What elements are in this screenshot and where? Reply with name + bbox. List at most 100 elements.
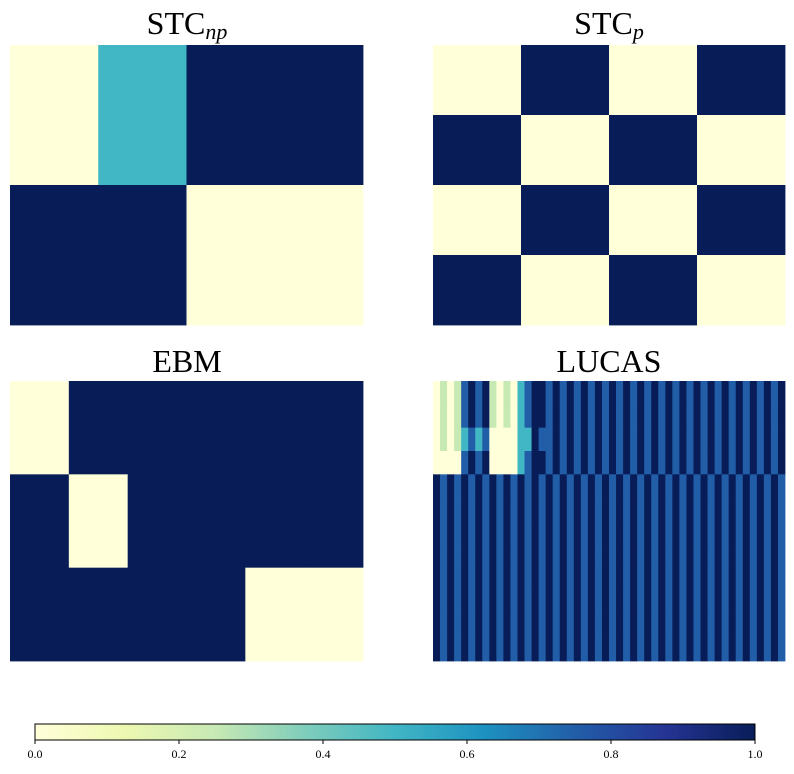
heatmap-cell: [454, 591, 462, 615]
heatmap-cell: [440, 451, 448, 475]
heatmap-cell: [637, 521, 645, 545]
heatmap-cell: [559, 451, 568, 475]
heatmap-cell: [609, 45, 698, 116]
heatmap-cell: [510, 637, 518, 662]
heatmap-cell: [552, 427, 561, 452]
heatmap-cell: [700, 521, 708, 545]
heatmap-cell: [728, 544, 737, 569]
heatmap-cell: [68, 474, 129, 569]
heatmap-cell: [735, 451, 744, 475]
heatmap-cell: [482, 544, 490, 569]
heatmap-cell: [545, 544, 554, 569]
heatmap-cell: [777, 404, 786, 429]
heatmap-cell: [728, 451, 737, 475]
heatmap-cell: [770, 381, 779, 405]
heatmap-cell: [735, 637, 744, 662]
heatmap-cell: [517, 521, 525, 545]
lucas-heatmap: [433, 381, 786, 662]
heatmap-cell: [566, 474, 575, 499]
heatmap-cell: [630, 544, 638, 569]
heatmap-cell: [573, 451, 582, 475]
heatmap-cell: [714, 614, 723, 639]
heatmap-cell: [538, 381, 547, 405]
heatmap-cell: [601, 637, 610, 662]
heatmap-cell: [630, 427, 638, 452]
heatmap-cell: [651, 381, 659, 405]
heatmap-cell: [623, 497, 631, 522]
heatmap-cell: [475, 427, 483, 452]
heatmap-cell: [651, 614, 659, 639]
heatmap-cell: [489, 591, 497, 615]
heatmap-cell: [447, 451, 455, 475]
heatmap-cell: [735, 544, 744, 569]
heatmap-cell: [601, 451, 610, 475]
heatmap-cell: [524, 614, 532, 639]
heatmap-cell: [763, 474, 772, 499]
heatmap-cell: [552, 381, 561, 405]
heatmap-cell: [517, 474, 525, 499]
heatmap-cell: [245, 474, 305, 569]
heatmap-cell: [609, 451, 617, 475]
heatmap-cell: [489, 474, 497, 499]
heatmap-cell: [594, 544, 603, 569]
heatmap-cell: [707, 451, 715, 475]
heatmap-cell: [503, 497, 511, 522]
heatmap-cell: [461, 567, 469, 592]
heatmap-cell: [538, 404, 547, 429]
heatmap-cell: [524, 381, 532, 405]
heatmap-cell: [475, 521, 483, 545]
heatmap-cell: [658, 427, 666, 452]
heatmap-cell: [433, 381, 441, 405]
heatmap-cell: [531, 427, 539, 452]
heatmap-cell: [524, 427, 532, 452]
heatmap-cell: [10, 45, 99, 186]
heatmap-cell: [777, 637, 786, 662]
heatmap-cell: [672, 381, 680, 405]
heatmap-cell: [521, 185, 610, 256]
heatmap-cell: [700, 637, 708, 662]
heatmap-cell: [531, 404, 539, 429]
heatmap-cell: [686, 521, 694, 545]
heatmap-cell: [538, 567, 547, 592]
heatmap-cell: [510, 427, 518, 452]
heatmap-cell: [524, 451, 532, 475]
heatmap-cell: [482, 637, 490, 662]
heatmap-cell: [721, 497, 730, 522]
heatmap-cell: [475, 544, 483, 569]
heatmap-cell: [461, 637, 469, 662]
heatmap-cell: [510, 381, 518, 405]
heatmap-cell: [700, 474, 708, 499]
heatmap-cell: [587, 404, 596, 429]
heatmap-cell: [637, 381, 645, 405]
heatmap-cell: [700, 381, 708, 405]
heatmap-cell: [503, 637, 511, 662]
lucas-title: LUCAS: [557, 343, 662, 379]
heatmap-cell: [433, 115, 522, 186]
heatmap-cell: [587, 614, 596, 639]
heatmap-cell: [601, 567, 610, 592]
heatmap-cell: [679, 637, 687, 662]
heatmap-cell: [665, 474, 673, 499]
heatmap-cell: [454, 497, 462, 522]
heatmap-cell: [601, 381, 610, 405]
heatmap-cell: [728, 591, 737, 615]
heatmap-cell: [665, 567, 673, 592]
heatmap-cell: [468, 591, 476, 615]
heatmap-cell: [68, 381, 129, 475]
heatmap-cell: [728, 474, 737, 499]
heatmap-cell: [545, 567, 554, 592]
heatmap-cell: [770, 497, 779, 522]
heatmap-cell: [763, 404, 772, 429]
heatmap-cell: [735, 614, 744, 639]
heatmap-cell: [616, 474, 624, 499]
heatmap-cell: [468, 544, 476, 569]
heatmap-cell: [686, 427, 694, 452]
heatmap-cell: [475, 614, 483, 639]
heatmap-cell: [693, 451, 701, 475]
ebm-title: EBM: [152, 343, 221, 379]
heatmap-cell: [777, 591, 786, 615]
heatmap-cell: [665, 591, 673, 615]
heatmap-cell: [127, 474, 187, 569]
heatmap-cell: [609, 567, 617, 592]
heatmap-cell: [538, 521, 547, 545]
